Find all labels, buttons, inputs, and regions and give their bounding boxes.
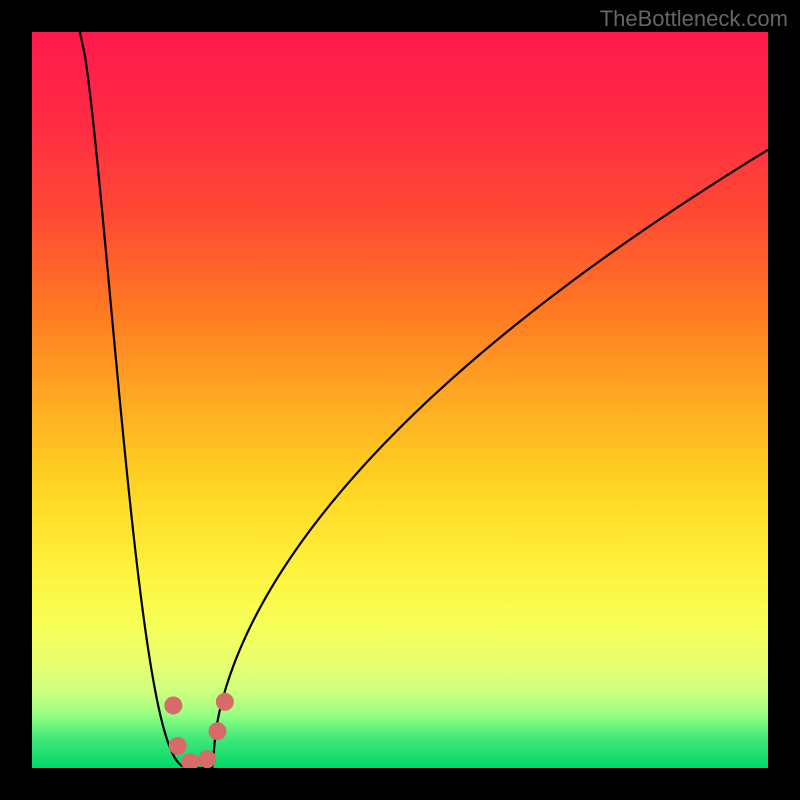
marker-dot bbox=[216, 693, 234, 711]
marker-dot bbox=[208, 722, 226, 740]
marker-dot bbox=[198, 750, 216, 768]
marker-dot bbox=[181, 753, 199, 771]
watermark-text: TheBottleneck.com bbox=[600, 6, 788, 32]
curves-layer bbox=[0, 0, 800, 800]
marker-dot bbox=[169, 737, 187, 755]
marker-dot bbox=[164, 696, 182, 714]
chart-container: TheBottleneck.com bbox=[0, 0, 800, 800]
bottleneck-curve bbox=[80, 32, 768, 768]
